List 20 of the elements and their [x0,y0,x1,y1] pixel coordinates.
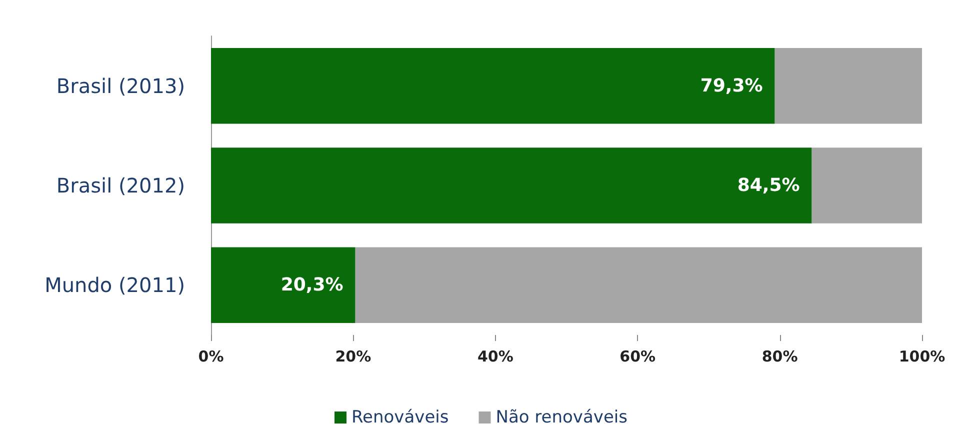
y-tick-label: Mundo (2011) [44,273,185,298]
bar [774,48,922,124]
data-label: 84,5% [737,175,800,196]
data-label: 20,3% [280,274,344,296]
x-tick-label: 0% [198,348,224,366]
bar [211,48,775,124]
x-tick-label: 100% [898,348,946,366]
x-tick-label: 80% [762,348,798,366]
x-tick-label: 40% [477,348,514,366]
x-tick-label: 60% [620,348,656,366]
x-tick-label: 20% [335,348,372,366]
bar [355,247,922,324]
y-tick-label: Brasil (2013) [56,74,185,98]
bar [812,148,922,224]
bar [211,247,356,324]
bar [211,148,812,224]
y-tick-label: Brasil (2012) [56,174,185,198]
legend-label: Renováveis [351,408,449,428]
legend-label: Não renováveis [496,408,628,428]
data-label: 79,3% [700,75,763,96]
